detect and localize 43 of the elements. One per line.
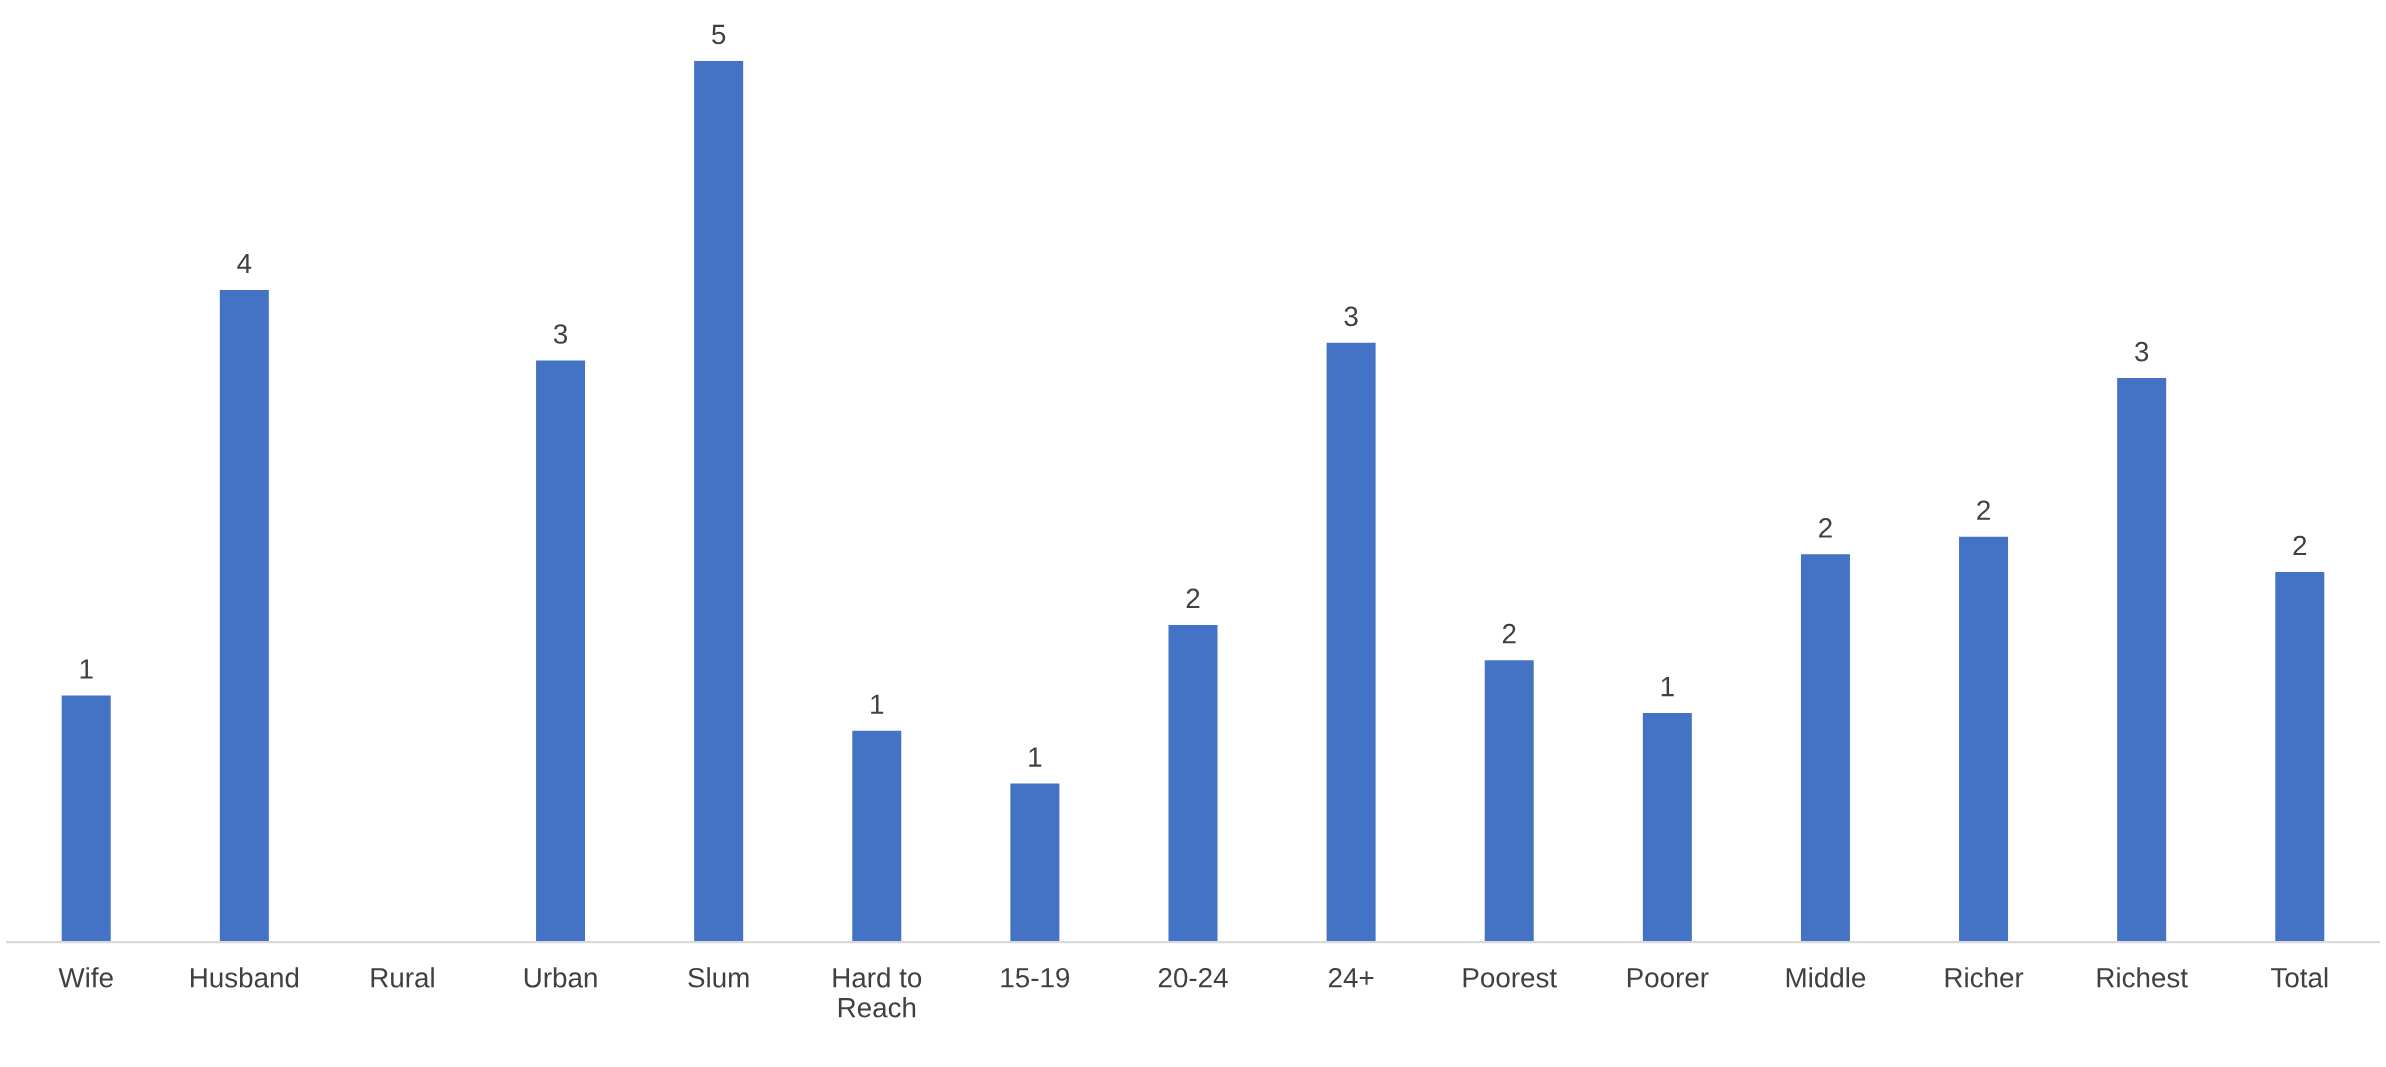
x-tick-label: Hard to Reach — [833, 967, 922, 1018]
data-label: 3 — [2135, 341, 2149, 362]
bar — [2275, 572, 2325, 943]
x-tick-label: Middle — [1786, 967, 1866, 988]
bar — [536, 360, 586, 943]
x-tick-label: 20-24 — [1158, 967, 1228, 988]
bar — [1959, 536, 2009, 943]
x-tick-label: Urban — [524, 967, 597, 988]
x-tick-label: Husband — [191, 967, 299, 988]
x-tick-label: Total — [2271, 967, 2328, 988]
x-tick-label: Wife — [58, 967, 113, 988]
data-label: 5 — [712, 24, 726, 45]
x-tick-label: Rural — [371, 967, 434, 988]
bar — [1010, 783, 1060, 943]
x-tick-label: 15-19 — [1001, 967, 1070, 988]
data-label: 2 — [1502, 623, 1516, 644]
data-label: 1 — [1029, 747, 1042, 767]
data-label: 3 — [1344, 306, 1358, 327]
bar — [1484, 660, 1534, 943]
data-label: 1 — [80, 659, 93, 679]
x-tick-label: Richer — [1945, 967, 2024, 988]
bar — [2117, 378, 2167, 943]
data-label: 1 — [871, 694, 884, 714]
bar — [1168, 624, 1218, 943]
data-label: 2 — [2293, 535, 2307, 556]
data-label: 2 — [1186, 588, 1200, 608]
data-label: 2 — [1819, 518, 1832, 538]
x-tick-label: Poorer — [1627, 968, 1709, 988]
data-label: 4 — [237, 253, 252, 274]
bar — [694, 60, 744, 943]
x-tick-label: 24+ — [1328, 967, 1374, 988]
bar — [1800, 554, 1850, 943]
x-tick-label: Richest — [2097, 967, 2188, 988]
data-label: 3 — [553, 324, 568, 344]
bar — [61, 695, 111, 943]
data-label: 2 — [1977, 500, 1990, 520]
bar — [852, 730, 902, 943]
bar — [219, 289, 269, 943]
bar — [1642, 713, 1692, 943]
x-tick-label: Poorest — [1463, 968, 1557, 988]
bar — [1326, 342, 1376, 943]
x-tick-label: Slum — [688, 967, 749, 988]
data-label: 1 — [1661, 677, 1674, 697]
